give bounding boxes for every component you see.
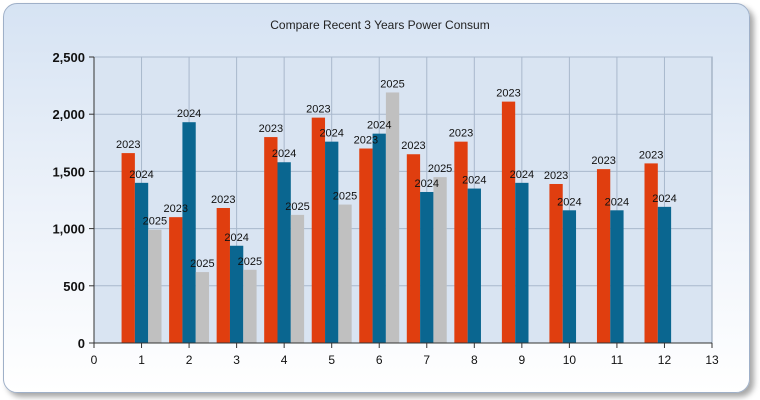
x-tick-label: 10 [563, 353, 577, 367]
bar-2023-5 [311, 117, 326, 344]
data-label-2025-2: 2025 [190, 258, 214, 270]
x-tick-label: 0 [91, 353, 98, 367]
bars-group [121, 92, 672, 344]
bar-2024-8 [467, 188, 481, 343]
bar-2023-12 [644, 163, 658, 343]
data-label-2024-11: 2024 [605, 196, 629, 208]
x-tick-label: 5 [328, 353, 335, 367]
bar-2024-2 [182, 122, 196, 343]
bar-2025-4 [290, 214, 305, 343]
data-label-2023-9: 2023 [496, 88, 520, 100]
x-tick-label: 13 [705, 353, 719, 367]
bar-2024-5 [325, 141, 339, 343]
x-tick-labels: 0 1 2 3 4 5 6 7 8 9 10 11 12 13 [91, 343, 719, 367]
data-label-2023-1: 2023 [116, 139, 140, 151]
data-label-2023-8: 2023 [449, 128, 473, 140]
data-label-2024-8: 2024 [462, 175, 486, 187]
data-label-2024-2: 2024 [177, 108, 201, 120]
y-tick-label: 2,500 [52, 50, 85, 65]
x-tick-label: 7 [423, 353, 430, 367]
bar-2023-2 [169, 217, 183, 343]
x-tick-label: 4 [281, 353, 288, 367]
bar-2025-2 [195, 272, 210, 343]
data-label-2024-4: 2024 [272, 148, 296, 160]
data-label-2024-12: 2024 [652, 193, 676, 205]
bar-2025-5 [338, 204, 352, 343]
bar-2024-10 [562, 210, 577, 343]
bar-2023-8 [454, 141, 468, 343]
data-label-2025-5: 2025 [333, 191, 357, 203]
bar-2023-3 [216, 208, 230, 343]
y-tick-label: 2,000 [52, 107, 85, 122]
bar-2025-6 [385, 92, 400, 344]
data-label-2025-1: 2025 [143, 216, 167, 228]
bar-2023-1 [121, 153, 135, 343]
bar-2024-6 [372, 133, 386, 343]
data-label-2024-9: 2024 [510, 169, 534, 181]
bar-2023-9 [501, 101, 516, 343]
data-label-2023-7: 2023 [401, 140, 425, 152]
bar-2024-1 [134, 182, 149, 343]
y-tick-label: 1,000 [52, 222, 85, 237]
x-tick-label: 11 [611, 353, 624, 367]
data-label-2025-6: 2025 [380, 78, 404, 90]
bar-2024-9 [515, 182, 529, 343]
bar-2024-12 [657, 206, 672, 343]
y-tick-label: 0 [78, 336, 85, 351]
bar-2024-4 [277, 162, 291, 343]
data-label-2024-7: 2024 [415, 178, 439, 190]
bar-2023-11 [596, 169, 611, 343]
bar-2023-4 [264, 137, 278, 343]
bar-2024-3 [229, 245, 244, 343]
data-label-2023-2: 2023 [164, 203, 188, 215]
y-tick-label: 1,500 [52, 164, 85, 179]
data-label-2023-6: 2023 [354, 135, 378, 147]
x-tick-label: 12 [658, 353, 672, 367]
x-tick-label: 9 [519, 353, 526, 367]
data-label-2023-12: 2023 [639, 149, 663, 161]
data-label-2024-3: 2024 [224, 232, 248, 244]
data-label-2025-7: 2025 [428, 163, 452, 175]
data-label-2024-10: 2024 [557, 196, 581, 208]
bar-2023-6 [359, 148, 373, 343]
data-label-2023-3: 2023 [211, 194, 235, 206]
y-tick-label: 500 [63, 279, 85, 294]
data-label-2023-4: 2023 [259, 123, 283, 135]
data-label-2025-3: 2025 [238, 256, 262, 268]
bar-2023-7 [406, 154, 421, 343]
data-label-2023-5: 2023 [306, 104, 330, 116]
x-tick-label: 8 [471, 353, 478, 367]
x-tick-label: 2 [186, 353, 193, 367]
chart-title: Compare Recent 3 Years Power Consum [270, 18, 490, 32]
bar-2025-1 [148, 229, 162, 343]
bar-2025-7 [433, 177, 447, 343]
data-labels-group: 2023202420252023202420252023202420252023… [116, 78, 677, 270]
data-label-2023-10: 2023 [544, 170, 568, 182]
bar-2024-11 [610, 210, 624, 343]
data-label-2025-4: 2025 [285, 201, 309, 213]
x-tick-label: 6 [376, 353, 383, 367]
data-label-2023-11: 2023 [591, 155, 615, 167]
x-tick-label: 3 [233, 353, 240, 367]
bar-2023-10 [549, 183, 563, 343]
y-tick-labels: 0 500 1,000 1,500 2,000 2,500 [52, 50, 94, 351]
data-label-2024-1: 2024 [129, 169, 153, 181]
bar-2025-3 [243, 269, 257, 343]
data-label-2024-6: 2024 [367, 120, 391, 132]
x-tick-label: 1 [138, 353, 145, 367]
data-label-2024-5: 2024 [319, 128, 343, 140]
bar-2024-7 [420, 191, 434, 343]
